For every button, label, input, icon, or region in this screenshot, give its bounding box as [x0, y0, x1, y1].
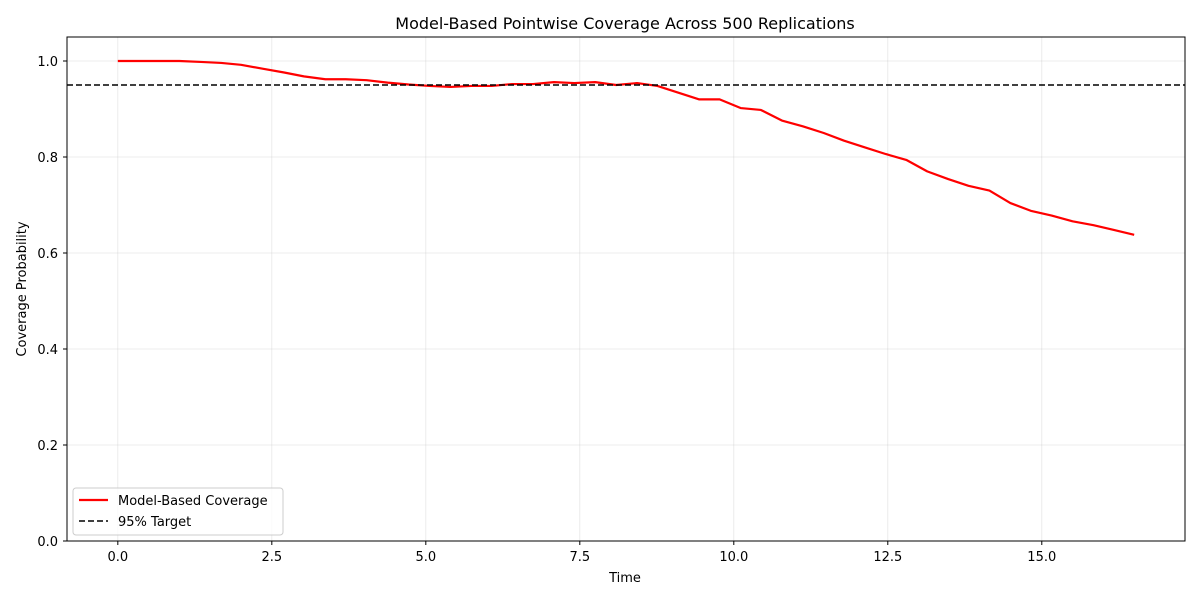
y-tick-label: 0.0 [37, 535, 58, 550]
x-tick-label: 7.5 [569, 550, 590, 565]
x-tick-label: 12.5 [873, 550, 902, 565]
chart-title: Model-Based Pointwise Coverage Across 50… [395, 14, 854, 33]
series-layer [67, 59, 1185, 236]
x-tick-label: 15.0 [1027, 550, 1056, 565]
legend: Model-Based Coverage 95% Target [72, 487, 284, 536]
y-tick-label: 0.6 [37, 247, 58, 262]
coverage-line [117, 59, 1135, 236]
x-tick-label: 0.0 [107, 550, 128, 565]
plot-area-frame [66, 36, 1186, 542]
x-tick-label: 5.0 [415, 550, 436, 565]
y-tick-label: 0.4 [37, 343, 58, 358]
y-tick-label: 0.2 [37, 439, 58, 454]
x-tick-label: 10.0 [719, 550, 748, 565]
tick-layer: 0.0 2.5 5.0 7.5 10.0 12.5 15.0 0.0 0.2 0.4 0.6 0.8 1… [37, 55, 1056, 565]
legend-box [72, 487, 284, 536]
y-axis-label: Coverage Probability [15, 221, 30, 356]
y-tick-label: 1.0 [37, 55, 58, 70]
x-axis-label: Time [608, 571, 641, 586]
legend-label: 95% Target [118, 515, 191, 530]
y-tick-label: 0.8 [37, 151, 58, 166]
legend-label: Model-Based Coverage [118, 494, 268, 509]
x-tick-label: 2.5 [261, 550, 282, 565]
